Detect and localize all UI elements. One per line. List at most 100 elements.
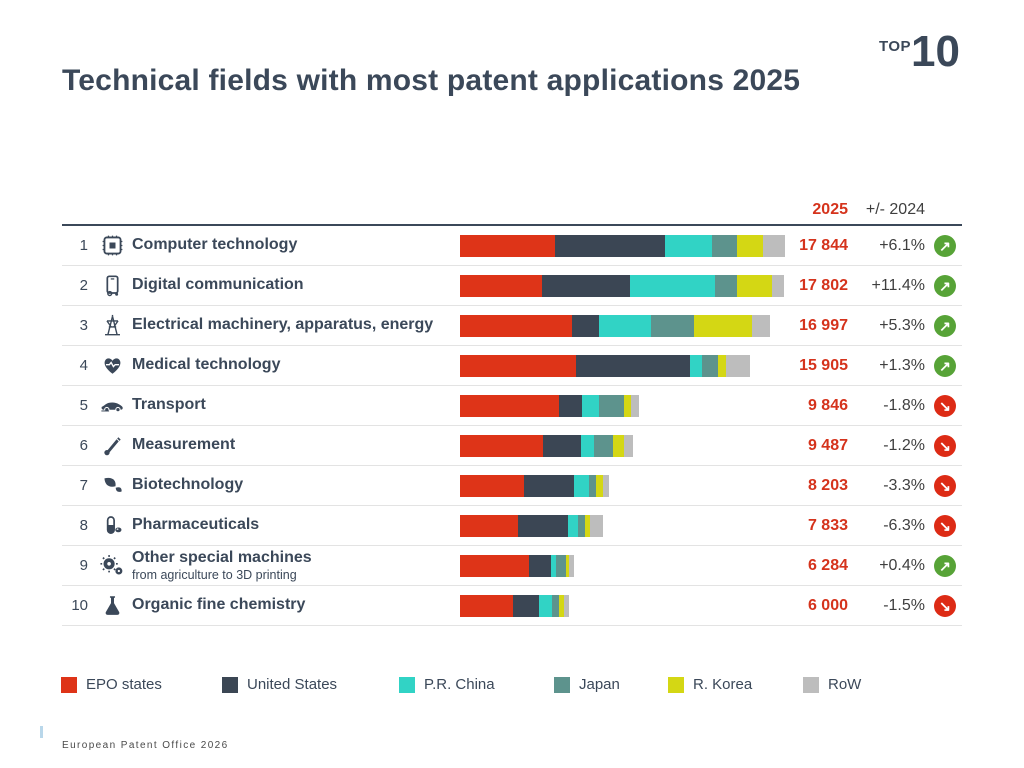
bar-segment-united-states	[571, 315, 600, 337]
bar-segment-row	[771, 275, 785, 297]
change-percent: +6.1%	[879, 236, 925, 254]
bar-segment-japan	[593, 435, 613, 457]
bar-segment-r-korea	[585, 515, 591, 537]
legend-swatch	[803, 676, 819, 693]
thermometer-icon	[98, 426, 126, 465]
legend-item: United States	[222, 676, 337, 693]
bar-segment-epo-states	[460, 555, 529, 577]
table-row: 5 Transport 9 846 -1.8% ↘	[62, 386, 962, 426]
bar-segment-epo-states	[460, 515, 519, 537]
field-labelbox: Electrical machinery, apparatus, energy	[132, 306, 433, 345]
pill-icon	[98, 506, 126, 545]
bar-segment-r-korea	[612, 435, 624, 457]
bar-track	[460, 315, 770, 337]
trend-up-badge: ↗	[934, 355, 956, 377]
bar-segment-epo-states	[460, 355, 577, 377]
bar-segment-r-korea	[624, 395, 632, 417]
bar-segment-japan	[650, 315, 694, 337]
bar-segment-united-states	[513, 595, 539, 617]
stacked-bar	[460, 315, 770, 337]
bar-segment-united-states	[576, 355, 691, 377]
field-labelbox: Organic fine chemistry	[132, 586, 305, 625]
gears-icon	[98, 546, 126, 585]
bar-segment-row	[590, 515, 603, 537]
table-row: 3 Electrical machinery, apparatus, energ…	[62, 306, 962, 346]
field-label: Computer technology	[132, 236, 298, 254]
bar-track	[460, 555, 575, 577]
value-2025: 7 833	[807, 516, 848, 534]
trend-up-badge: ↗	[934, 235, 956, 257]
field-labelbox: Computer technology	[132, 226, 297, 265]
bar-segment-united-states	[523, 475, 575, 497]
field-labelbox: Digital communication	[132, 266, 304, 305]
bar-segment-united-states	[558, 395, 582, 417]
field-labelbox: Other special machines from agriculture …	[132, 546, 312, 585]
legend-item: P.R. China	[399, 676, 495, 693]
bar-segment-p-r-china	[690, 355, 703, 377]
change-percent: -1.5%	[883, 596, 925, 614]
value-2025: 6 000	[807, 596, 848, 614]
field-label: Transport	[132, 396, 206, 414]
change-percent: -6.3%	[883, 516, 925, 534]
rank-number: 2	[79, 277, 88, 294]
trend-down-badge: ↘	[934, 595, 956, 617]
stacked-bar	[460, 555, 575, 577]
stacked-bar	[460, 595, 570, 617]
legend-label: P.R. China	[424, 676, 495, 693]
bar-segment-r-korea	[558, 595, 565, 617]
change-percent: +11.4%	[871, 276, 925, 294]
trend-down-badge: ↘	[934, 435, 956, 457]
column-header-change: +/- 2024	[865, 201, 925, 218]
trend-up-badge: ↗	[934, 275, 956, 297]
bar-segment-united-states	[542, 275, 630, 297]
bar-segment-row	[631, 395, 640, 417]
legend-label: Japan	[579, 676, 620, 693]
legend-item: R. Korea	[668, 676, 752, 693]
field-labelbox: Transport	[132, 386, 206, 425]
bar-segment-r-korea	[736, 275, 772, 297]
bar-segment-epo-states	[460, 235, 555, 257]
value-2025: 15 905	[799, 356, 848, 374]
field-labelbox: Biotechnology	[132, 466, 243, 505]
footer-credit: European Patent Office 2026	[62, 740, 229, 751]
flask-icon	[98, 586, 126, 625]
stacked-bar	[460, 515, 603, 537]
legend-label: RoW	[828, 676, 862, 693]
stacked-bar	[460, 275, 785, 297]
field-labelbox: Pharmaceuticals	[132, 506, 259, 545]
change-percent: +1.3%	[879, 356, 925, 374]
bar-segment-epo-states	[460, 435, 544, 457]
rank-number: 5	[79, 397, 88, 414]
power-pylon-icon	[98, 306, 126, 345]
value-2025: 17 802	[799, 276, 848, 294]
field-label: Organic fine chemistry	[132, 596, 306, 614]
bar-segment-row	[603, 475, 610, 497]
top10-badge: TOP 10	[879, 30, 960, 74]
bar-segment-p-r-china	[538, 595, 552, 617]
field-label: Other special machines	[132, 549, 312, 567]
bar-segment-united-states	[518, 515, 569, 537]
bar-segment-japan	[599, 395, 625, 417]
rank-number: 3	[79, 317, 88, 334]
value-2025: 6 284	[807, 556, 848, 574]
stacked-bar	[460, 355, 750, 377]
field-label: Pharmaceuticals	[132, 516, 260, 534]
corner-mark	[40, 726, 43, 738]
field-labelbox: Measurement	[132, 426, 235, 465]
rank-number: 4	[79, 357, 88, 374]
rank-number: 1	[79, 237, 88, 254]
bar-segment-row	[725, 355, 750, 377]
bar-segment-p-r-china	[580, 435, 594, 457]
change-percent: +5.3%	[879, 316, 925, 334]
bar-segment-japan	[551, 595, 559, 617]
change-percent: -1.8%	[883, 396, 925, 414]
trend-down-badge: ↘	[934, 475, 956, 497]
bar-segment-japan	[556, 555, 567, 577]
field-label: Biotechnology	[132, 476, 244, 494]
legend-swatch	[399, 676, 415, 693]
bar-segment-r-korea	[736, 235, 763, 257]
bar-segment-row	[762, 235, 785, 257]
legend-swatch	[554, 676, 570, 693]
rank-number: 8	[79, 517, 88, 534]
